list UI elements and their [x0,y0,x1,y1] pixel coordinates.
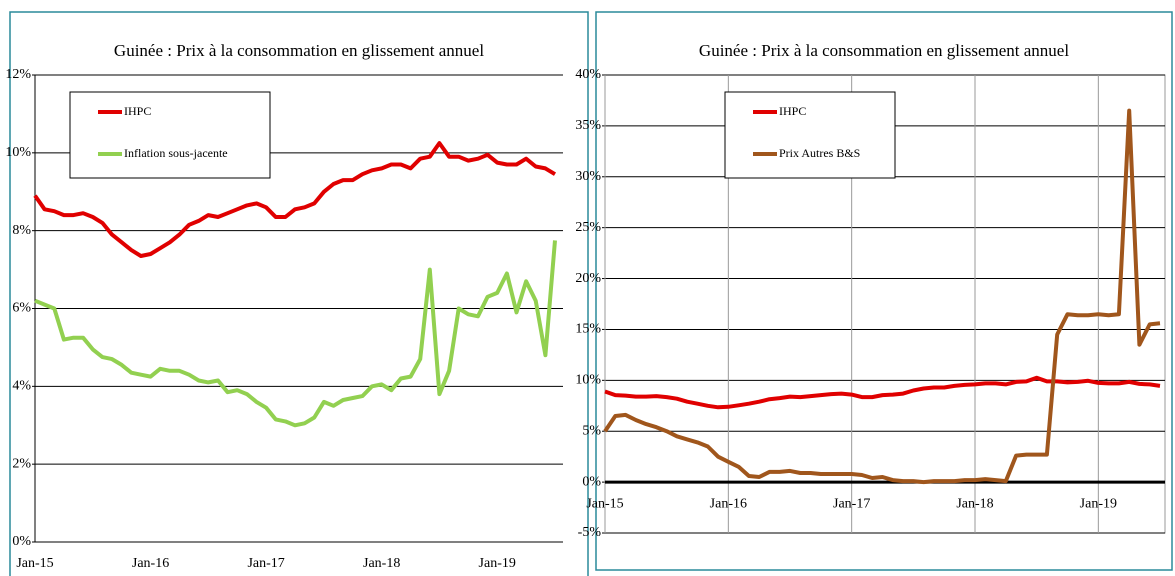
legend-label: IHPC [779,104,806,118]
y-tick-label: 0% [582,474,601,489]
series-line [33,141,557,258]
y-tick-label: 12% [5,67,31,82]
y-tick-label: 8% [12,223,31,238]
x-tick-label: Jan-17 [247,556,284,571]
legend-box [69,91,271,179]
legend-label: Prix Autres B&S [779,146,860,160]
x-tick-label: Jan-15 [16,556,53,571]
y-tick-label: 40% [575,67,601,82]
y-tick-label: 20% [575,271,601,286]
y-tick-label: 5% [582,423,601,438]
series-line [34,240,557,428]
y-tick-label: 4% [12,379,31,394]
series-line [604,375,1161,410]
x-tick-label: Jan-17 [833,496,870,511]
x-tick-label: Jan-16 [710,496,747,511]
y-tick-label: 10% [575,373,601,388]
y-tick-label: 15% [575,322,601,337]
y-tick-label: -5% [578,525,602,540]
y-tick-label: 25% [575,220,601,235]
legend-label: IHPC [124,104,151,118]
y-tick-label: 2% [12,456,31,471]
chart-title: Guinée : Prix à la consommation en gliss… [699,41,1069,60]
y-tick-label: 6% [12,301,31,316]
y-tick-label: 0% [12,534,31,549]
y-tick-label: 35% [575,118,601,133]
legend-box [724,91,896,179]
x-tick-label: Jan-18 [956,496,993,511]
x-tick-label: Jan-19 [479,556,516,571]
series-line [603,108,1161,485]
legend-label: Inflation sous-jacente [124,146,228,160]
y-tick-label: 10% [5,145,31,160]
chart-title: Guinée : Prix à la consommation en gliss… [114,41,484,60]
x-tick-label: Jan-15 [586,496,623,511]
y-tick-label: 30% [575,169,601,184]
x-tick-label: Jan-18 [363,556,400,571]
x-tick-label: Jan-19 [1080,496,1117,511]
x-tick-label: Jan-16 [132,556,169,571]
